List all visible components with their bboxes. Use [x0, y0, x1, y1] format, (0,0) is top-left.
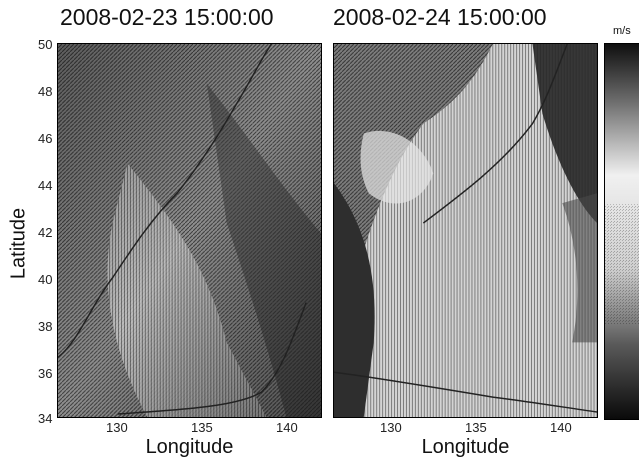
x-tick-label: 140 — [550, 420, 572, 435]
y-tick-label: 36 — [38, 366, 53, 381]
panel-2-field — [334, 44, 597, 417]
panel-1-x-axis-label: Longitude — [145, 436, 234, 458]
panel-1-field — [58, 44, 321, 417]
y-tick-label: 42 — [38, 225, 53, 240]
panel-2-map — [333, 43, 598, 418]
x-tick-label: 130 — [380, 420, 402, 435]
y-tick-label: 40 — [38, 272, 53, 287]
colorbar — [604, 43, 639, 420]
panel-2-title: 2008-02-24 15:00:00 — [333, 4, 547, 30]
y-tick-label: 34 — [38, 411, 53, 426]
y-tick-label: 48 — [38, 84, 53, 99]
panel-2-x-axis-label: Longitude — [421, 436, 510, 458]
x-tick-label: 135 — [465, 420, 487, 435]
panel-1-title: 2008-02-23 15:00:00 — [60, 4, 274, 30]
x-tick-label: 135 — [191, 420, 213, 435]
colorbar-gradient — [605, 44, 639, 419]
x-tick-label: 140 — [276, 420, 298, 435]
x-tick-label: 130 — [106, 420, 128, 435]
y-tick-label: 50 — [38, 37, 53, 52]
y-axis-label: Latitude — [7, 207, 30, 280]
y-tick-label: 46 — [38, 131, 53, 146]
y-tick-label: 38 — [38, 319, 53, 334]
panel-1-map — [57, 43, 322, 418]
colorbar-unit-label: m/s — [613, 25, 631, 37]
y-tick-label: 44 — [38, 178, 53, 193]
